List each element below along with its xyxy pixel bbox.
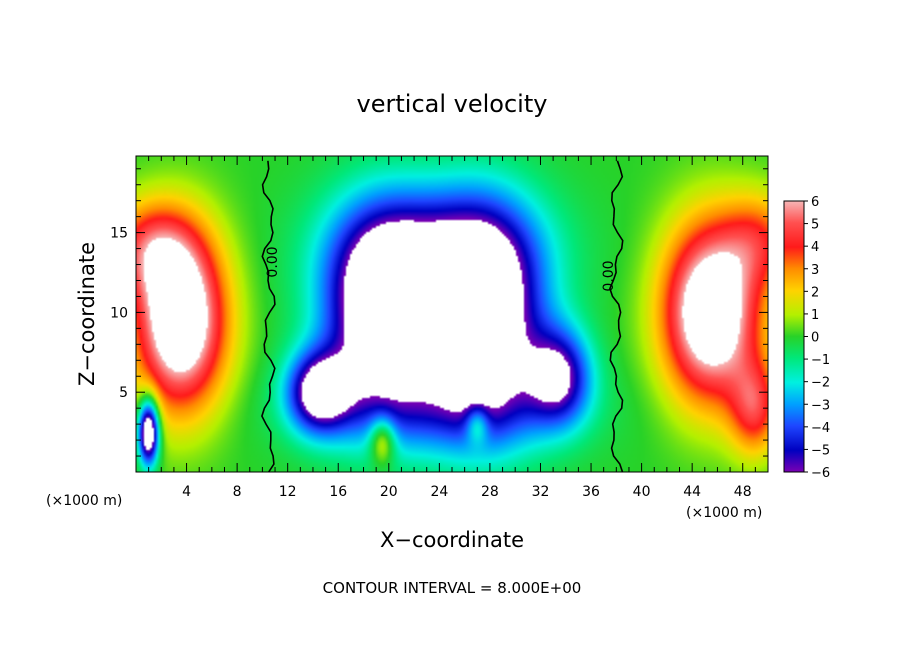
x-tick-label: 48 — [734, 484, 752, 500]
colorbar-tick-label: 4 — [811, 240, 819, 255]
contour-lines — [261, 160, 624, 472]
x-tick-label: 20 — [380, 484, 398, 500]
x-tick-label: 4 — [182, 484, 191, 500]
x-tick-label: 16 — [329, 484, 347, 500]
y-axis: 5 10 15 — [110, 168, 768, 457]
chart-title: vertical velocity — [357, 90, 548, 118]
x-tick-label: 8 — [233, 484, 242, 500]
colorbar-tick-label: 2 — [811, 285, 819, 300]
colorbar-gradient — [783, 200, 805, 473]
zero-contour-label-left: 0.00 — [265, 246, 281, 277]
x-tick-label: 12 — [279, 484, 297, 500]
colorbar-tick-label: 6 — [811, 195, 819, 210]
x-axis: 4 8 12 16 20 24 28 32 36 40 44 48 — [148, 156, 756, 500]
plot-area — [136, 156, 768, 472]
contour-interval-note: CONTOUR INTERVAL = 8.000E+00 — [323, 579, 582, 597]
colorbar-tick-label: −3 — [811, 398, 830, 413]
y-axis-title: Z−coordinate — [75, 242, 99, 386]
x-units-left: (×1000 m) — [46, 493, 122, 509]
colorbar-ticks: 6 5 4 3 2 1 0 −1 −2 −3 −4 −5 −6 — [804, 195, 830, 481]
zero-contour-label-right: 0.00 — [601, 260, 617, 291]
colorbar-tick-label: −2 — [811, 376, 830, 391]
velocity-field — [136, 156, 768, 472]
zero-contour-line — [609, 160, 624, 472]
colorbar: 6 5 4 3 2 1 0 −1 −2 −3 −4 −5 −6 — [783, 195, 830, 481]
colorbar-tick-label: −4 — [811, 421, 830, 436]
y-tick-label: 5 — [119, 385, 128, 401]
colorbar-tick-label: 3 — [811, 263, 819, 278]
x-tick-label: 32 — [532, 484, 550, 500]
zero-contour-line — [261, 160, 276, 472]
zero-contour-labels: 0.00 0.00 — [265, 246, 617, 291]
colorbar-tick-label: −6 — [811, 466, 830, 481]
colorbar-tick-label: −1 — [811, 353, 830, 368]
colorbar-tick-label: 5 — [811, 218, 819, 233]
y-tick-label: 10 — [110, 305, 128, 321]
x-tick-label: 44 — [683, 484, 701, 500]
x-axis-title: X−coordinate — [380, 528, 524, 552]
x-tick-label: 40 — [633, 484, 651, 500]
colorbar-tick-label: 1 — [811, 308, 819, 323]
x-tick-label: 24 — [430, 484, 448, 500]
y-tick-label: 15 — [110, 226, 128, 242]
colorbar-tick-label: 0 — [811, 331, 819, 346]
x-units-right: (×1000 m) — [686, 505, 762, 521]
x-tick-label: 28 — [481, 484, 499, 500]
x-tick-label: 36 — [582, 484, 600, 500]
colorbar-tick-label: −5 — [811, 443, 830, 458]
